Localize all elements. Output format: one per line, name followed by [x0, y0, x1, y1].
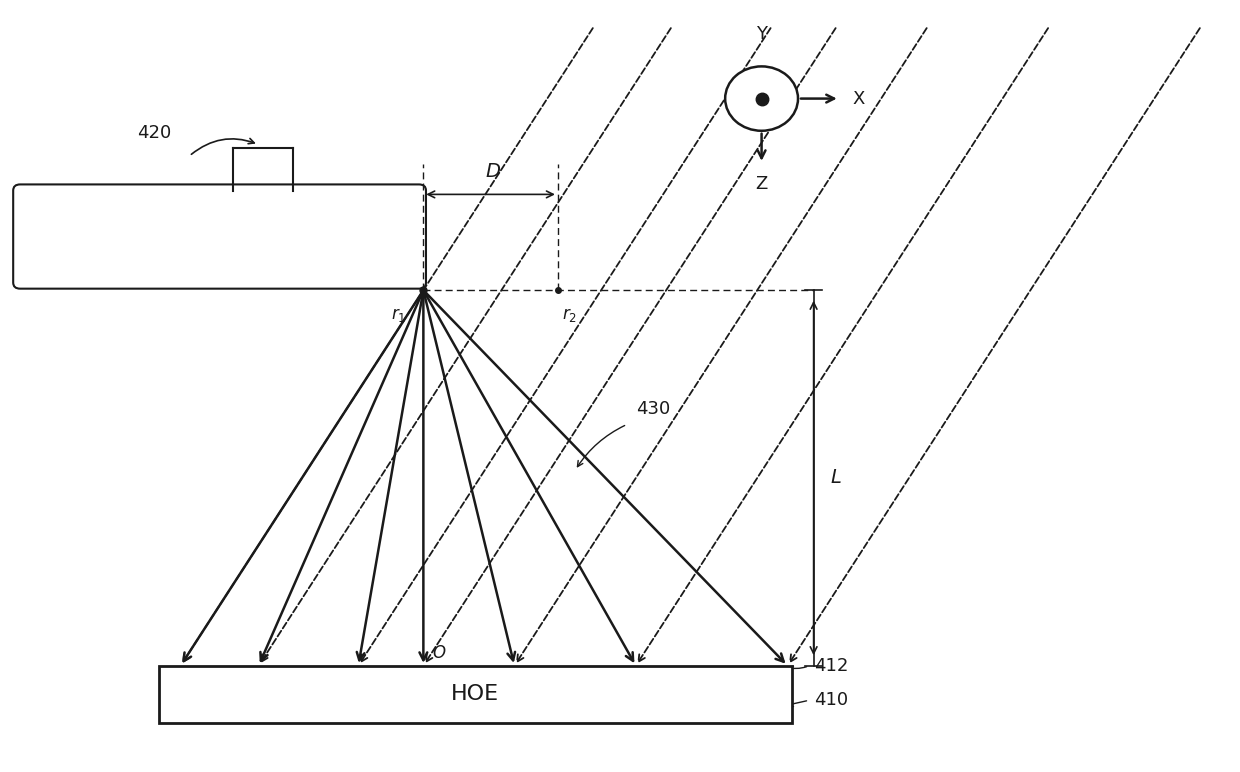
Text: 410: 410	[813, 691, 848, 709]
Text: $r_2$: $r_2$	[562, 306, 577, 323]
Text: X: X	[853, 90, 866, 107]
Text: $r_1$: $r_1$	[391, 306, 405, 323]
Circle shape	[725, 66, 799, 130]
Text: L: L	[831, 469, 842, 487]
Text: 420: 420	[138, 124, 171, 142]
Text: Z: Z	[755, 175, 768, 193]
Text: O: O	[432, 644, 445, 662]
Text: 430: 430	[636, 400, 670, 418]
Text: 412: 412	[813, 657, 848, 675]
Bar	[159, 665, 792, 723]
Text: Y: Y	[756, 25, 768, 43]
Text: D: D	[485, 162, 500, 181]
Text: HOE: HOE	[451, 685, 500, 705]
